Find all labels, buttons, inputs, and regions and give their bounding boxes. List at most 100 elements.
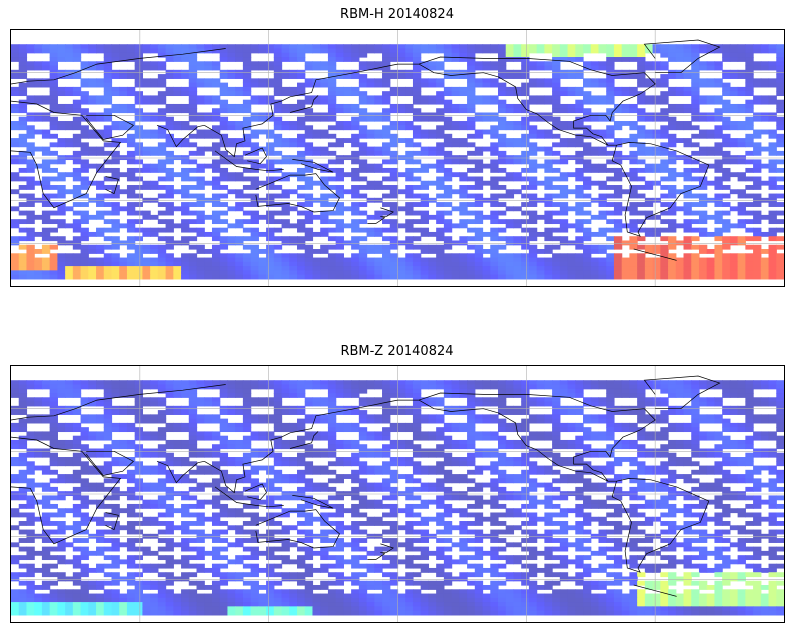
swath-cell — [590, 48, 600, 54]
swath-cell — [521, 138, 530, 143]
swath-cell — [18, 261, 28, 267]
swath-cell — [26, 129, 35, 135]
swath-cell — [211, 142, 221, 148]
swath-cell — [72, 219, 82, 225]
swath-cell — [675, 74, 685, 79]
swath-cell — [482, 418, 491, 424]
swath-cell — [675, 125, 685, 131]
swath-cell — [528, 219, 538, 225]
swath-cell — [528, 82, 538, 88]
swath-cell — [103, 150, 113, 156]
swath-cell — [552, 65, 561, 71]
swath-cell — [552, 414, 561, 420]
swath-cell — [474, 270, 484, 276]
swath-cell — [65, 74, 74, 79]
swath-cell — [188, 210, 198, 216]
swath-cell — [312, 116, 321, 122]
swath-cell — [26, 142, 35, 148]
swath-cell — [521, 435, 530, 441]
swath-cell — [103, 418, 113, 424]
swath-cell — [745, 57, 754, 62]
swath-cell — [467, 261, 476, 267]
swath-cell — [467, 44, 476, 50]
swath-cell — [196, 112, 205, 118]
swath-cell — [613, 108, 623, 114]
swath-cell — [72, 138, 82, 143]
swath-cell — [583, 384, 592, 390]
swath-cell — [583, 61, 592, 67]
swath-cell — [204, 146, 213, 152]
swath-cell — [629, 48, 638, 54]
swath-cell — [660, 185, 669, 190]
swath-cell — [142, 257, 151, 263]
swath-cell — [691, 210, 700, 216]
swath-cell — [737, 155, 746, 161]
swath-cell — [412, 261, 422, 267]
swath-cell — [412, 266, 422, 271]
swath-cell — [142, 65, 151, 71]
swath-cell — [497, 61, 507, 67]
swath-cell — [544, 397, 553, 403]
swath-cell — [683, 172, 692, 178]
swath-cell — [219, 193, 229, 199]
swath-cell — [382, 78, 391, 84]
swath-cell — [343, 44, 352, 50]
swath-cell — [57, 159, 66, 165]
swath-cell — [11, 270, 20, 276]
swath-cell — [327, 65, 337, 71]
swath-cell — [745, 125, 754, 131]
swath-cell — [96, 185, 105, 190]
swath-cell — [65, 48, 74, 54]
swath-cell — [250, 159, 259, 165]
swath-cell — [629, 133, 638, 139]
swath-cell — [459, 223, 468, 229]
swath-cell — [111, 474, 120, 479]
swath-cell — [366, 270, 375, 276]
swath-cell — [227, 57, 236, 62]
swath-cell — [235, 69, 244, 75]
swath-cell — [382, 410, 391, 415]
swath-cell — [211, 231, 221, 237]
swath-cell — [219, 74, 229, 79]
swath-cell — [188, 91, 198, 97]
swath-cell — [273, 253, 283, 259]
swath-cell — [188, 435, 198, 441]
swath-cell — [273, 227, 283, 233]
swath-cell — [382, 202, 391, 207]
swath-cell — [320, 465, 329, 471]
swath-cell — [34, 257, 43, 263]
swath-cell — [242, 469, 252, 475]
coastline — [633, 248, 677, 261]
swath-cell — [382, 219, 391, 225]
swath-cell — [111, 240, 120, 246]
swath-cell — [297, 167, 306, 173]
swath-cell — [49, 469, 58, 475]
swath-cell — [389, 439, 399, 445]
swath-cell — [18, 150, 28, 156]
swath-cell — [188, 448, 198, 454]
swath-cell — [173, 69, 182, 75]
swath-cell — [173, 125, 182, 131]
swath-cell — [737, 202, 746, 207]
swath-cell — [776, 236, 784, 242]
swath-cell — [250, 231, 259, 237]
swath-cell — [242, 57, 252, 62]
swath-cell — [134, 159, 144, 165]
swath-cell — [714, 231, 723, 237]
swath-cell — [467, 266, 476, 271]
swath-cell — [335, 388, 344, 394]
swath-cell — [668, 227, 677, 233]
swath-cell — [776, 142, 784, 148]
swath-cell — [312, 163, 321, 169]
swath-cell — [196, 380, 205, 386]
swath-cell — [266, 418, 275, 424]
swath-cell — [513, 223, 522, 229]
swath-cell — [150, 61, 159, 67]
swath-cell — [49, 74, 58, 79]
swath-cell — [80, 61, 89, 67]
swath-cell — [675, 57, 685, 62]
swath-cell — [312, 397, 321, 403]
swath-cell — [745, 150, 754, 156]
swath-cell — [235, 223, 244, 229]
swath-cell — [467, 125, 476, 131]
